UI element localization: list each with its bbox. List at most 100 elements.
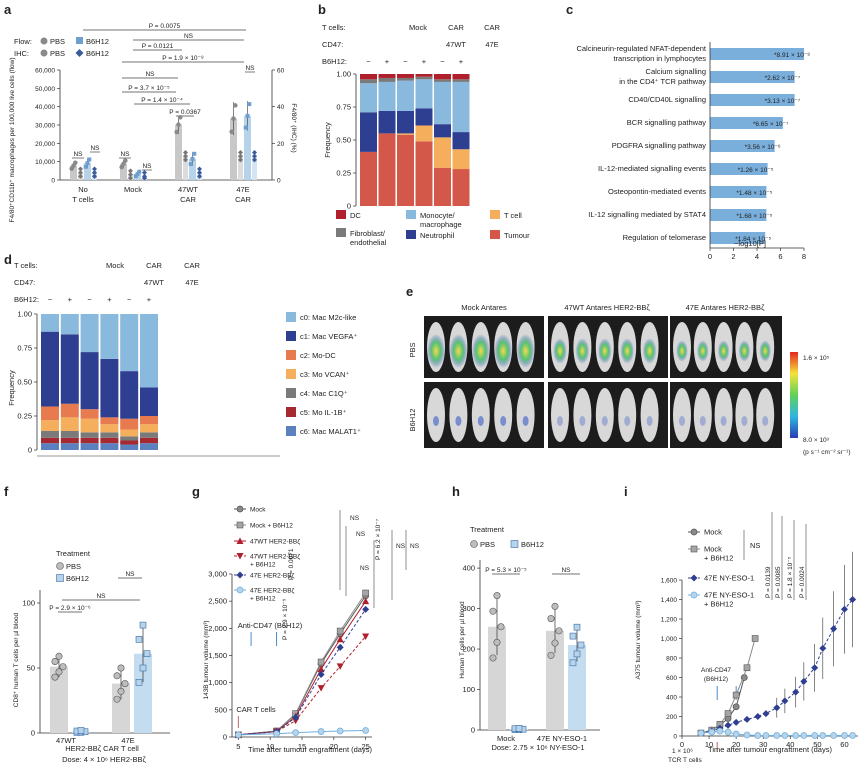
d-seg-5 xyxy=(80,352,99,410)
a-group-label: No xyxy=(78,185,88,194)
d-ytick-label: 1.00 xyxy=(17,310,32,319)
i-axes: 0 200 400 600 800 1,000 1,200 1,400 1,600 0 10 20 30… xyxy=(661,512,858,763)
g-series-line-5 xyxy=(238,729,366,736)
f-dot-pbs xyxy=(113,672,121,680)
f-bar xyxy=(50,666,68,733)
a-bar-flow xyxy=(230,118,237,180)
g-point-2 xyxy=(317,665,325,673)
a-dot-b6h12 xyxy=(133,174,138,179)
e-mouse xyxy=(516,388,535,442)
d-seg-1 xyxy=(80,437,99,444)
a-bar-flow xyxy=(84,163,91,180)
g-ytick-label: 2,500 xyxy=(208,597,227,606)
c-bar-label: IL-12-mediated signalling events xyxy=(598,164,706,173)
h-dot-b6h12 xyxy=(569,632,577,640)
panel-c: Calcineurin-regulated NFAT-dependenttran… xyxy=(576,42,810,261)
d-legend-swatch-4 xyxy=(286,388,296,398)
d-header-47e: 47E xyxy=(185,278,198,287)
i-legend-marker-3 xyxy=(690,591,698,599)
a-bar-flow xyxy=(120,163,127,180)
g-axes: 0 500 1,000 1,500 2,000 2,500 3,000 5 10 15 20 25 An… xyxy=(208,510,420,751)
e-signal xyxy=(433,416,439,426)
c-bar-label: PDGFRA signalling pathway xyxy=(612,141,706,150)
c-xtick-label: 2 xyxy=(731,252,735,261)
b-row-b6h12: B6H12: xyxy=(322,57,347,66)
d-row-tcells: T cells: xyxy=(14,261,38,270)
e-signal xyxy=(762,416,769,426)
a-dot-b6h12 xyxy=(135,171,140,176)
f-legend-title: Treatment xyxy=(56,549,91,558)
a-dot-b6h12 xyxy=(137,169,142,174)
a-stat-5-label: NS xyxy=(245,65,255,72)
f-dot-pbs xyxy=(51,673,59,681)
e-mouse xyxy=(427,388,445,442)
b-seg-5 xyxy=(397,74,414,78)
i-ytick-label: 1,400 xyxy=(661,597,678,604)
panel-a-letter: a xyxy=(4,2,12,17)
h-legend-b6h12: B6H12 xyxy=(521,540,544,549)
c-bar xyxy=(710,48,804,60)
i-point-3 xyxy=(811,732,819,739)
d-seg-2 xyxy=(80,432,99,438)
f-bars xyxy=(50,621,152,736)
h-dot-b6h12 xyxy=(573,623,581,631)
b-seg-2 xyxy=(415,108,433,126)
a-ytick-label: 40,000 xyxy=(35,104,55,111)
d-seg-5 xyxy=(41,331,59,407)
d-seg-0 xyxy=(60,443,79,450)
g-point-4 xyxy=(336,643,344,651)
d-ytick-label: 0.50 xyxy=(17,378,32,387)
f-legend-b6h12-marker xyxy=(56,574,64,582)
e-mouse xyxy=(756,388,775,442)
a-stat-10-label: NS xyxy=(90,145,100,152)
b-seg-2 xyxy=(378,110,396,134)
c-pvalue: *1.48 × 10⁻⁵ xyxy=(736,190,772,197)
a-dot-ihc xyxy=(238,153,243,159)
d-seg-3 xyxy=(60,417,79,431)
c-pvalue: *1.68 × 10⁻⁵ xyxy=(736,213,772,220)
d-seg-1 xyxy=(120,440,139,445)
e-signal xyxy=(500,416,507,426)
b-legend-label-3: Fibroblast/ xyxy=(350,229,386,238)
d-seg-4 xyxy=(41,406,59,421)
d-seg-5 xyxy=(100,358,119,418)
a-dot-ihc xyxy=(92,170,97,176)
panel-f: Treatment PBS B6H12 CD8⁺ human T cells p… xyxy=(13,549,170,763)
a-stat-1-label: NS xyxy=(184,33,194,40)
c-pvalue: *6.65 × 10⁻⁷ xyxy=(753,121,789,128)
g-point-3 xyxy=(292,717,300,725)
h-dot-pbs xyxy=(555,627,563,635)
a-ytick-label: 10,000 xyxy=(35,159,55,166)
c-bar-label: Regulation of telomerase xyxy=(623,233,706,242)
i-point-3 xyxy=(849,732,856,739)
a-ytick-label: 50,000 xyxy=(35,86,55,93)
b-legend-label-3: endothelial xyxy=(350,238,387,247)
g-point-2 xyxy=(362,597,370,605)
h-dose: Dose: 2.75 × 10⁶ NY-ESO-1 xyxy=(491,743,584,752)
b-seg-0 xyxy=(415,141,433,206)
i-legend-label-1: + B6H12 xyxy=(704,554,733,563)
e-signal xyxy=(494,334,513,368)
g-legend-label-3: + B6H12 xyxy=(250,562,276,569)
i-point-3 xyxy=(762,732,770,739)
d-seg-5 xyxy=(120,371,139,419)
i-point-3 xyxy=(841,732,848,739)
d-seg-6 xyxy=(80,314,99,353)
i-xlabel: Time after tumour engraftment (days) xyxy=(708,745,832,754)
panel-g-letter: g xyxy=(192,484,200,499)
i-point-2 xyxy=(830,625,838,633)
c-pvalue: *3.13 × 10⁻⁷ xyxy=(765,98,801,105)
e-mouse xyxy=(673,388,691,442)
e-mouse xyxy=(735,388,754,442)
h-stat-1-label: NS xyxy=(561,567,571,574)
b-seg-0 xyxy=(397,134,414,206)
panel-c-letter: c xyxy=(566,2,573,17)
a-group-label: CAR xyxy=(235,195,251,204)
h-dot-b6h12 xyxy=(573,650,581,658)
b-seg-2 xyxy=(434,124,451,138)
g-legend-marker-0 xyxy=(236,505,244,513)
h-ytick-label: 0 xyxy=(471,726,475,735)
a-bar-flow xyxy=(244,115,251,180)
i-xtick-label: 0 xyxy=(680,740,684,749)
a-group-label: Mock xyxy=(124,185,142,194)
